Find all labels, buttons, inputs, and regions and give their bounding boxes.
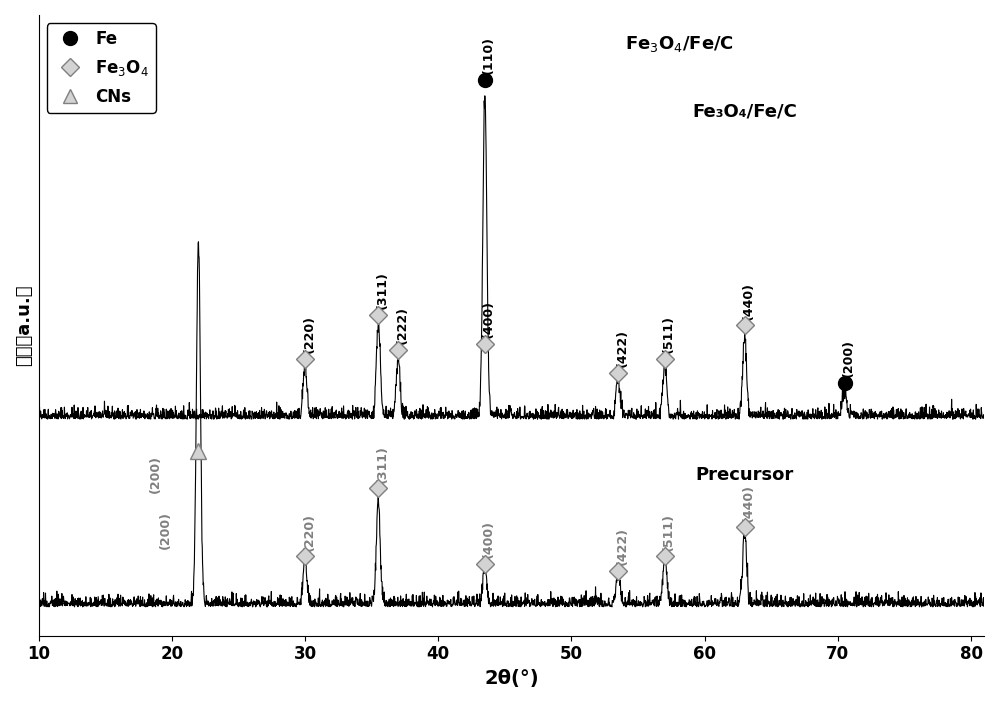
- Y-axis label: 强度（a.u.）: 强度（a.u.）: [15, 285, 33, 366]
- Text: (400): (400): [482, 520, 495, 557]
- Text: (200): (200): [842, 340, 855, 378]
- Text: (440): (440): [742, 282, 755, 320]
- Text: (220): (220): [302, 512, 315, 550]
- Text: Precursor: Precursor: [695, 466, 794, 484]
- Text: (222): (222): [396, 306, 409, 344]
- Text: (200): (200): [159, 511, 172, 549]
- X-axis label: 2θ(°): 2θ(°): [484, 669, 539, 688]
- Text: (311): (311): [376, 271, 389, 309]
- Text: (110): (110): [482, 36, 495, 75]
- Text: (220): (220): [302, 315, 315, 353]
- Text: (311): (311): [376, 445, 389, 483]
- Text: (422): (422): [616, 527, 629, 565]
- Text: (511): (511): [662, 315, 675, 353]
- Text: (440): (440): [742, 484, 755, 522]
- Text: (422): (422): [616, 329, 629, 367]
- Text: Fe₃O₄/Fe/C: Fe₃O₄/Fe/C: [692, 102, 797, 120]
- Legend: Fe, Fe$_3$O$_4$, CNs: Fe, Fe$_3$O$_4$, CNs: [47, 23, 156, 112]
- Text: (400): (400): [482, 300, 495, 338]
- Text: Fe$_3$O$_4$/Fe/C: Fe$_3$O$_4$/Fe/C: [625, 34, 734, 53]
- Text: (200): (200): [149, 455, 162, 493]
- Text: (511): (511): [662, 512, 675, 550]
